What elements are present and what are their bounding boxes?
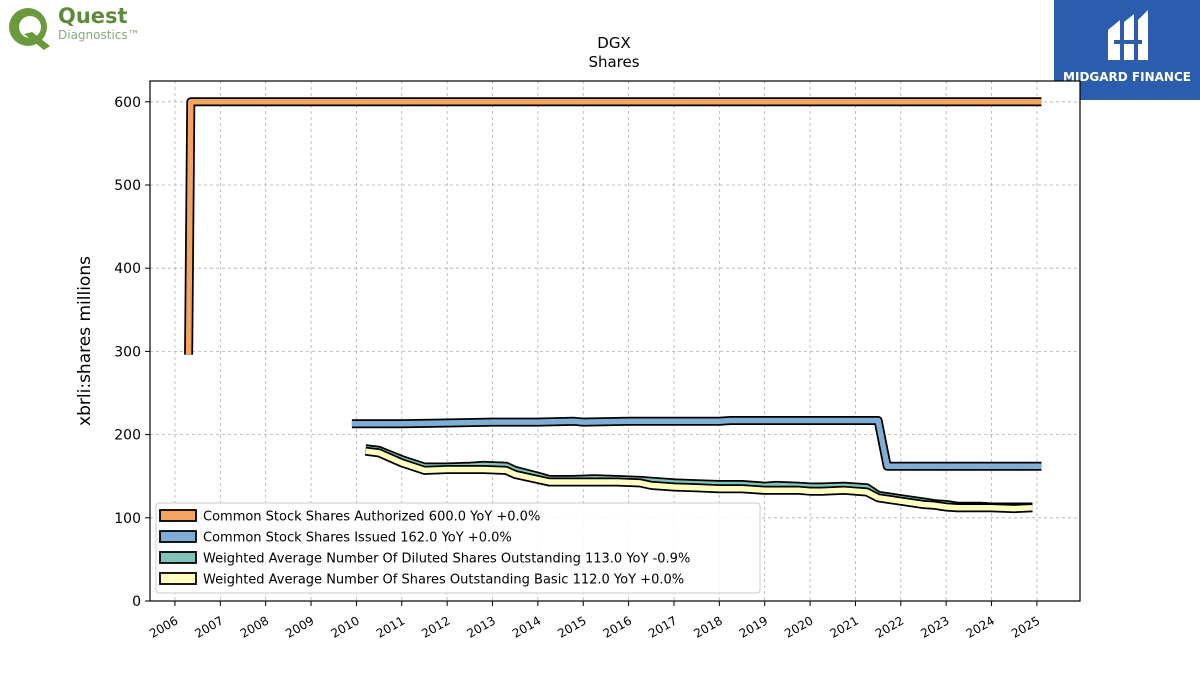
legend-label: Weighted Average Number Of Diluted Share… bbox=[203, 552, 690, 567]
legend-swatch bbox=[159, 551, 197, 564]
quest-diagnostics-logo bbox=[4, 4, 164, 52]
series-line-core bbox=[351, 417, 1042, 469]
x-tick-label: 2009 bbox=[283, 613, 316, 640]
chart-title: DGX bbox=[597, 34, 630, 52]
x-tick-label: 2008 bbox=[238, 613, 271, 640]
legend: Common Stock Shares Authorized 600.0 YoY… bbox=[155, 502, 761, 594]
x-tick-label: 2022 bbox=[873, 613, 906, 640]
legend-label: Common Stock Shares Issued 162.0 YoY +0.… bbox=[203, 531, 512, 546]
y-axis: 0 100 200 300 400 500 600 bbox=[114, 95, 150, 610]
x-tick-label: 2023 bbox=[918, 613, 951, 640]
series-line bbox=[364, 446, 1033, 514]
x-tick-label: 2007 bbox=[192, 613, 225, 640]
x-tick-label: 2019 bbox=[737, 613, 770, 640]
x-tick-label: 2006 bbox=[147, 613, 180, 640]
quest-logo-tagline: Diagnostics™ bbox=[58, 28, 140, 42]
y-tick-label: 400 bbox=[114, 261, 141, 277]
y-tick-label: 100 bbox=[114, 511, 141, 527]
series-line bbox=[184, 97, 1042, 355]
series-line bbox=[351, 416, 1042, 471]
chart-subtitle: Shares bbox=[588, 53, 639, 71]
legend-label: Common Stock Shares Authorized 600.0 YoY… bbox=[203, 510, 540, 525]
x-tick-label: 2021 bbox=[827, 613, 860, 640]
series-line-core bbox=[365, 448, 1033, 512]
legend-swatch bbox=[159, 530, 197, 543]
x-tick-label: 2015 bbox=[555, 613, 588, 640]
x-tick-label: 2017 bbox=[646, 613, 679, 640]
quest-logo-name: Quest bbox=[58, 4, 128, 28]
y-tick-label: 200 bbox=[114, 428, 141, 444]
midgard-finance-logo-mark bbox=[1108, 10, 1148, 60]
y-tick-label: 500 bbox=[114, 178, 141, 194]
x-tick-label: 2014 bbox=[510, 613, 543, 640]
legend-swatch bbox=[159, 572, 197, 585]
plot-frame bbox=[149, 80, 1081, 602]
x-tick-label: 2012 bbox=[419, 613, 452, 640]
legend-box bbox=[155, 502, 761, 594]
x-tick-label: 2020 bbox=[782, 613, 815, 640]
y-axis-label: xbrli:shares millions bbox=[75, 256, 95, 426]
legend-swatch bbox=[159, 509, 197, 522]
x-tick-label: 2010 bbox=[328, 613, 361, 640]
x-tick-label: 2018 bbox=[691, 613, 724, 640]
x-tick-label: 2013 bbox=[465, 613, 498, 640]
y-tick-label: 300 bbox=[114, 344, 141, 360]
y-tick-label: 600 bbox=[114, 95, 141, 111]
midgard-finance-logo-name: MIDGARD FINANCE bbox=[1063, 70, 1191, 84]
x-tick-label: 2024 bbox=[964, 613, 997, 640]
series-line-core bbox=[185, 99, 1042, 355]
x-tick-label: 2016 bbox=[601, 613, 634, 640]
series-layer bbox=[184, 97, 1042, 514]
y-tick-label: 0 bbox=[132, 594, 141, 610]
x-tick-label: 2025 bbox=[1009, 613, 1042, 640]
quest-diagnostics-logo-mark bbox=[9, 8, 50, 50]
x-tick-label: 2011 bbox=[374, 613, 407, 640]
x-axis: 2006 2007 2008 2009 2010 2011 2012 2013 2014 2015… bbox=[147, 601, 1042, 641]
legend-label: Weighted Average Number Of Shares Outsta… bbox=[203, 573, 684, 588]
